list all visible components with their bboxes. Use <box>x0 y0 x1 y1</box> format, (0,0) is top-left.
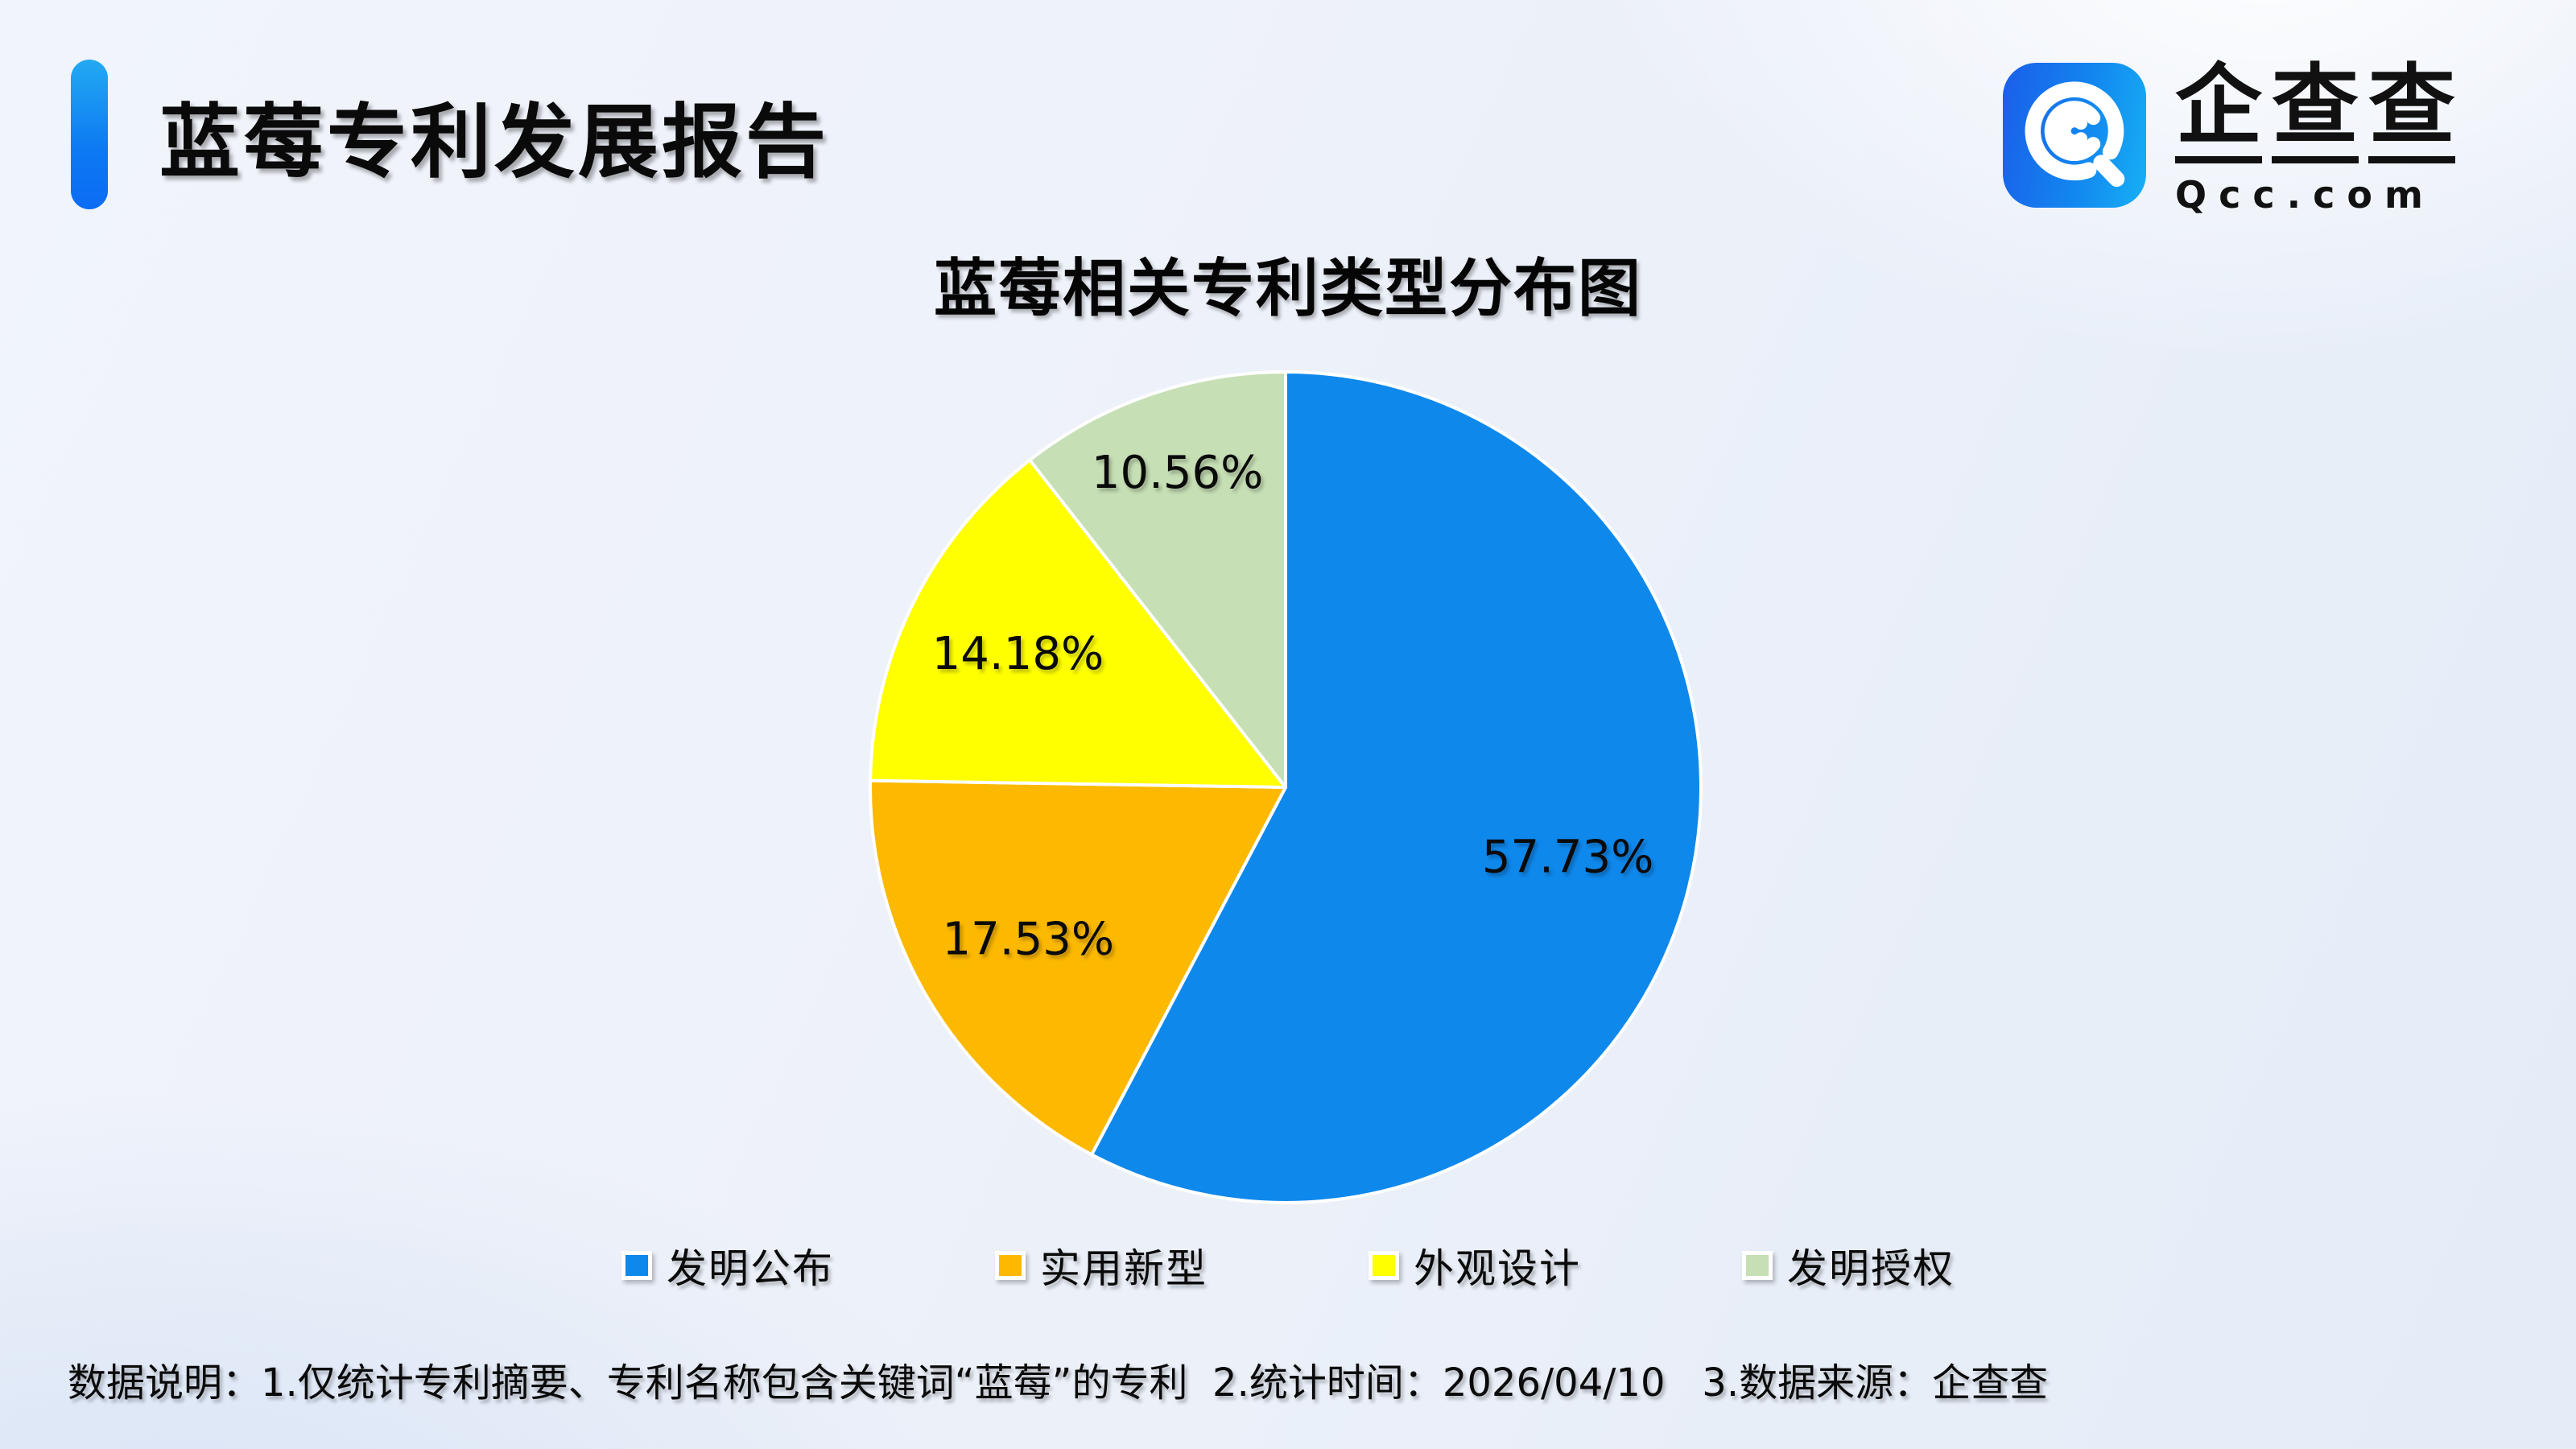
legend-item[interactable]: 实用新型 <box>995 1236 1208 1294</box>
legend-swatch-icon <box>995 1251 1026 1280</box>
pie-slice-0[interactable] <box>1090 370 1703 1204</box>
legend-label: 实用新型 <box>1040 1245 1208 1292</box>
legend-swatch-icon <box>1742 1251 1773 1280</box>
legend-item[interactable]: 外观设计 <box>1368 1236 1581 1294</box>
pie-slice-value-label: 17.53% <box>943 914 1115 966</box>
legend-label: 发明授权 <box>1787 1245 1955 1292</box>
qcc-brand-name: 企 查 查 <box>2175 63 2456 163</box>
pie-slice-3[interactable] <box>1028 370 1287 789</box>
pie-chart: 57.73% 17.53% 14.18% 10.56% <box>843 345 1728 1230</box>
qcc-app-icon <box>2003 63 2146 208</box>
pie-slice-value-label: 10.56% <box>1092 447 1264 499</box>
legend-label: 外观设计 <box>1414 1245 1581 1292</box>
legend-swatch-icon <box>1368 1251 1399 1280</box>
chart-title: 蓝莓相关专利类型分布图 <box>933 253 1642 325</box>
qcc-magnifier-icon <box>2025 81 2125 188</box>
qcc-logo: 企 查 查 Qcc.com <box>2003 63 2456 217</box>
pie-slice-2[interactable] <box>869 458 1287 789</box>
legend-item[interactable]: 发明公布 <box>621 1236 834 1294</box>
brand-char: 企 <box>2175 63 2263 163</box>
pie-slice-value-label: 57.73% <box>1482 831 1654 883</box>
page-title: 蓝莓专利发展报告 <box>159 94 829 189</box>
pie-slice-value-label: 14.18% <box>932 628 1104 680</box>
pie-slice-1[interactable] <box>869 778 1287 1157</box>
qcc-domain-text: Qcc.com <box>2175 173 2435 217</box>
brand-char: 查 <box>2272 63 2359 163</box>
chart-legend: 发明公布 实用新型 外观设计 发明授权 <box>0 1236 2576 1294</box>
data-notes: 数据说明：1.仅统计专利摘要、专利名称包含关键词“蓝莓”的专利 2.统计时间：2… <box>68 1360 2049 1406</box>
legend-swatch-icon <box>621 1251 652 1280</box>
qcc-logo-text: 企 查 查 Qcc.com <box>2175 63 2456 217</box>
legend-label: 发明公布 <box>667 1245 834 1292</box>
title-accent-bar <box>71 60 108 209</box>
legend-item[interactable]: 发明授权 <box>1742 1236 1955 1294</box>
pie-chart-svg: 57.73% 17.53% 14.18% 10.56% <box>869 370 1703 1204</box>
brand-char: 查 <box>2368 63 2456 163</box>
